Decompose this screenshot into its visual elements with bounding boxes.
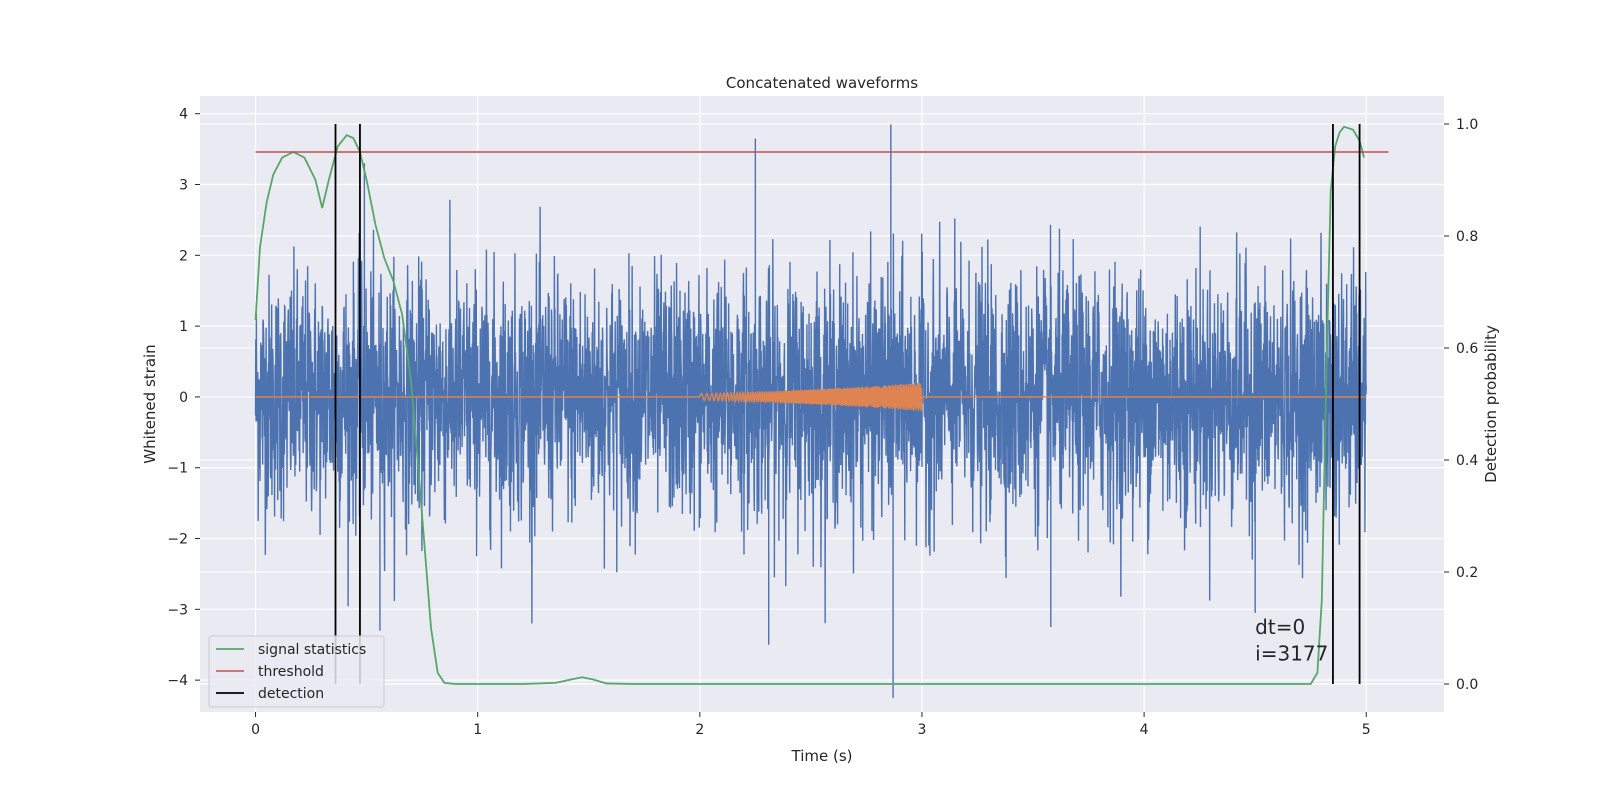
annotation-dt: dt=0 [1255, 615, 1305, 639]
annotation-index: i=3177 [1255, 641, 1328, 665]
y-tick-label: −3 [167, 602, 188, 618]
y2-axis-ticks: 0.0 0.2 0.4 0.6 0.8 1.0 [1444, 117, 1478, 693]
legend: signal statistics threshold detection [208, 635, 385, 708]
y2-tick-label: 0.6 [1456, 341, 1478, 357]
y-axis-label: Whitened strain [141, 344, 159, 463]
y-tick-label: 3 [179, 178, 188, 194]
x-axis-ticks: 0 1 2 3 4 5 [251, 712, 1371, 738]
y2-tick-label: 0.4 [1456, 453, 1478, 469]
y-tick-label: 1 [179, 319, 188, 335]
x-tick-label: 1 [473, 722, 482, 738]
x-tick-label: 5 [1362, 722, 1371, 738]
legend-label-detection: detection [258, 686, 324, 702]
series-injected-waveform [255, 382, 1367, 411]
y2-tick-label: 1.0 [1456, 117, 1478, 133]
plot-content [254, 124, 1389, 698]
x-axis-label: Time (s) [791, 747, 853, 765]
y-tick-label: −4 [167, 673, 188, 689]
chart-title: Concatenated waveforms [726, 74, 918, 92]
x-tick-label: 3 [918, 722, 927, 738]
x-tick-label: 4 [1140, 722, 1149, 738]
y2-axis-label: Detection probability [1482, 325, 1500, 483]
x-tick-label: 2 [695, 722, 704, 738]
legend-label-signal-statistics: signal statistics [258, 642, 366, 658]
x-tick-label: 0 [251, 722, 260, 738]
y2-tick-label: 0.0 [1456, 677, 1478, 693]
y-tick-label: 2 [179, 248, 188, 264]
legend-label-threshold: threshold [258, 664, 324, 680]
y-axis-ticks: −4 −3 −2 −1 0 1 2 3 4 [167, 107, 200, 689]
series-whitened-strain [254, 124, 1367, 698]
series-detection [334, 124, 1361, 684]
y-tick-label: 4 [179, 107, 188, 123]
y2-tick-label: 0.8 [1456, 229, 1478, 245]
series-signal-statistics [254, 125, 1365, 685]
legend-box [208, 635, 385, 708]
y2-tick-label: 0.2 [1456, 565, 1478, 581]
y-tick-label: 0 [179, 390, 188, 406]
y-tick-label: −2 [167, 532, 188, 548]
y-tick-label: −1 [167, 461, 188, 477]
